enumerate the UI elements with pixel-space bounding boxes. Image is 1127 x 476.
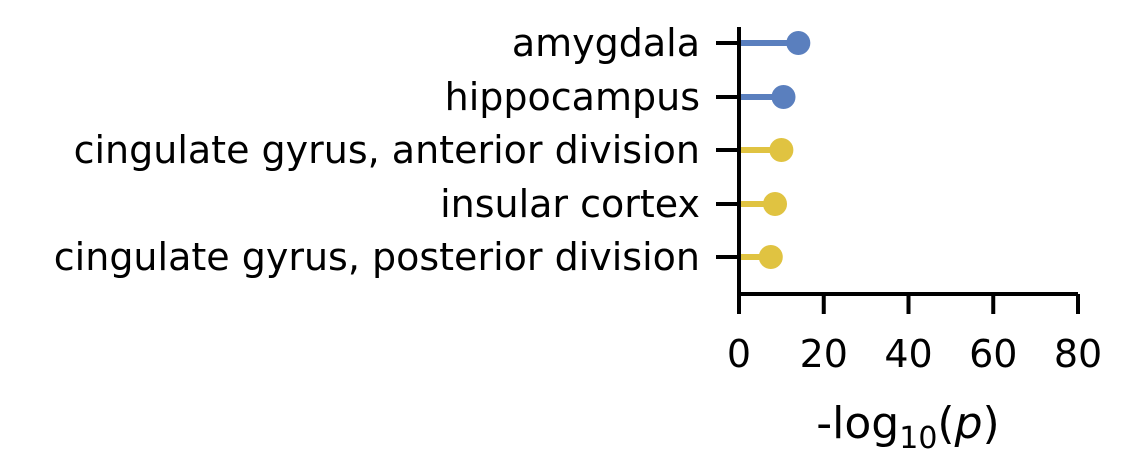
lollipop-head	[769, 138, 794, 162]
x-ticks: 0 20 40 60 80	[727, 294, 1102, 376]
category-label: insular cortex	[440, 182, 700, 226]
x-tick-label: 80	[1054, 332, 1102, 376]
x-axis-title-close-paren: )	[983, 398, 1000, 449]
x-axis-title-variable: p	[954, 398, 983, 449]
x-tick-label: 0	[727, 332, 751, 376]
x-axis-title-subscript: 10	[899, 421, 937, 456]
category-label: hippocampus	[445, 75, 700, 119]
category-label: cingulate gyrus, anterior division	[74, 128, 700, 172]
lollipop-head	[763, 192, 788, 216]
category-label: cingulate gyrus, posterior division	[54, 235, 700, 279]
lollipop-heads	[758, 31, 811, 269]
lollipop-head	[771, 85, 796, 109]
category-label: amygdala	[512, 21, 700, 65]
category-labels: amygdala hippocampus cingulate gyrus, ante…	[54, 21, 700, 279]
y-axis	[716, 27, 741, 294]
lollipop-head	[758, 245, 783, 269]
x-axis-title-prefix: -log	[816, 398, 899, 449]
x-axis-title-open-paren: (	[937, 398, 954, 449]
x-axis-title: -log10(p)	[816, 398, 999, 456]
x-tick-label: 40	[884, 332, 932, 376]
lollipop-head	[786, 31, 811, 55]
x-tick-label: 20	[800, 332, 848, 376]
x-tick-label: 60	[969, 332, 1017, 376]
